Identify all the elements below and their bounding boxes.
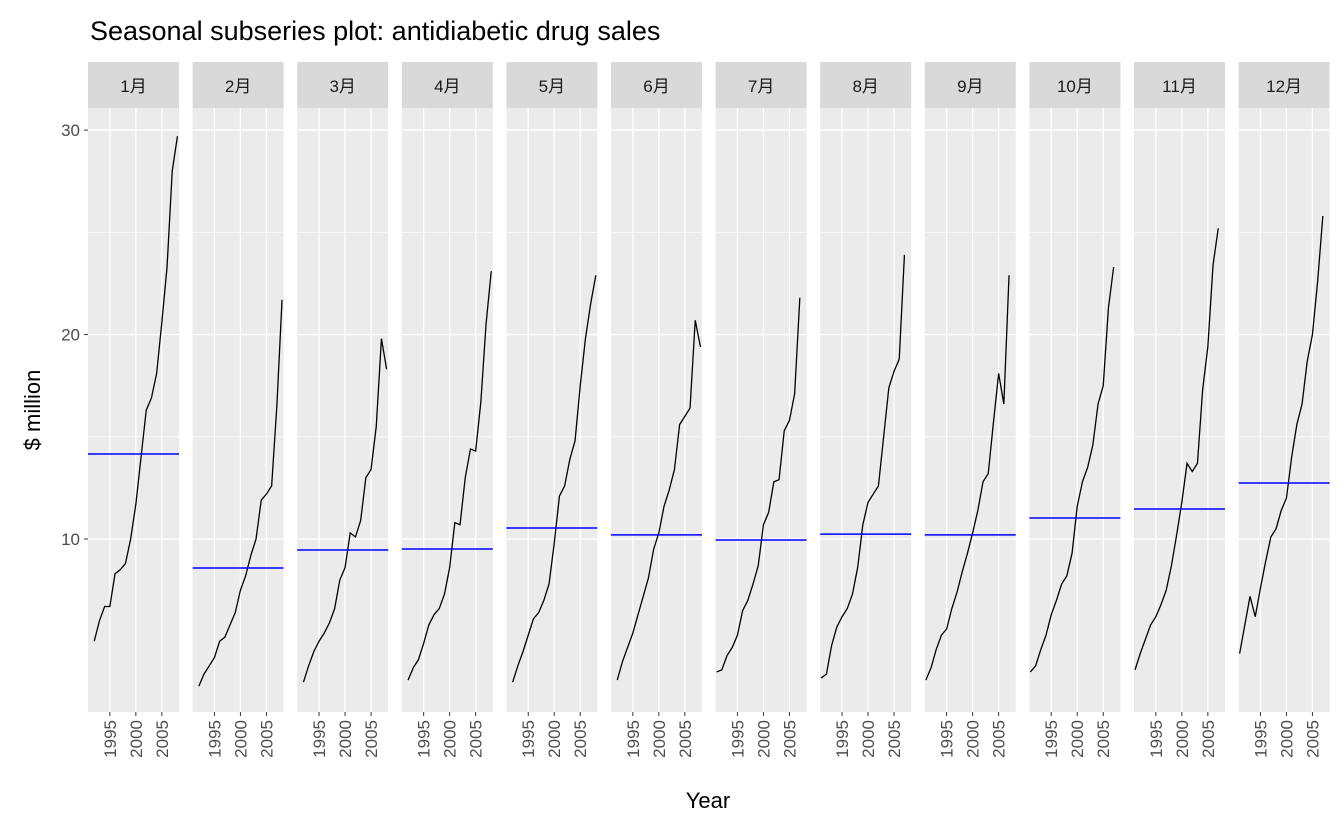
panel-background [1134,108,1225,712]
x-tick-label: 1995 [728,720,747,758]
x-tick-label: 2000 [1173,720,1192,758]
x-tick-label: 2005 [885,720,904,758]
series-line [820,254,906,679]
strip-label: 4月 [434,77,460,96]
panel-background [924,108,1016,712]
x-tick-label: 2005 [676,720,695,758]
x-tick-label: 1995 [415,720,434,758]
strip [506,62,598,108]
strip-label: 12月 [1266,77,1302,96]
x-tick-label: 1995 [624,720,643,758]
strip-label: 10月 [1057,77,1093,96]
panel-background [1238,108,1330,712]
series-line [616,320,702,681]
x-tick-label: 1995 [205,720,224,758]
strip [1029,62,1121,108]
strip-label: 6月 [643,77,669,96]
x-tick-label: 1995 [1042,720,1061,758]
series-line [407,271,492,681]
strip-label: 1月 [120,77,146,96]
x-tick-label: 2005 [1094,720,1113,758]
x-tick-label: 2005 [1303,720,1322,758]
x-tick-label: 1995 [833,720,852,758]
x-tick-label: 1995 [1147,720,1166,758]
x-tick-label: 1995 [101,720,120,758]
x-tick-label: 2005 [362,720,381,758]
series-line [512,275,597,683]
x-tick-label: 2005 [153,720,172,758]
strip [1134,62,1225,108]
x-tick-label: 1995 [519,720,538,758]
x-tick-label: 2005 [780,720,799,758]
strip [611,62,702,108]
x-tick-label: 2000 [231,720,250,758]
panel-background [88,108,179,712]
x-tick-label: 2005 [571,720,590,758]
y-axis-label: $ million [20,370,45,451]
x-tick-label: 2000 [127,720,146,758]
strip-label: 2月 [225,77,251,96]
x-tick-label: 2000 [441,720,460,758]
panel-background [820,108,912,712]
strip [1238,62,1330,108]
series-line [93,136,179,642]
panel-background [1029,108,1121,712]
x-tick-label: 1995 [310,720,329,758]
series-line [716,297,801,673]
x-tick-label: 2005 [990,720,1009,758]
x-tick-label: 2000 [545,720,564,758]
strip [715,62,807,108]
strip [192,62,284,108]
x-axis-label: Year [686,788,730,813]
x-tick-label: 1995 [938,720,957,758]
x-tick-label: 2000 [336,720,355,758]
panel-background [611,108,702,712]
x-tick-label: 2000 [650,720,669,758]
series-line [1134,228,1219,671]
y-tick-label: 20 [61,326,80,345]
x-tick-label: 2000 [754,720,773,758]
panel-background [401,108,493,712]
x-tick-label: 2000 [1277,720,1296,758]
series-line [302,338,388,683]
strip [924,62,1016,108]
panel-background [715,108,807,712]
x-tick-label: 1995 [1251,720,1270,758]
strip-label: 9月 [957,77,983,96]
strip [88,62,179,108]
x-tick-label: 2005 [1199,720,1218,758]
strip [401,62,493,108]
panel-background [297,108,389,712]
chart-title: Seasonal subseries plot: antidiabetic dr… [90,16,660,46]
y-tick-label: 10 [61,530,80,549]
strip-label: 5月 [539,77,565,96]
series-line [925,275,1010,681]
strip-label: 11月 [1162,77,1197,96]
panel-background [506,108,598,712]
x-tick-label: 2000 [1068,720,1087,758]
y-tick-label: 30 [61,121,80,140]
series-line [1239,215,1324,654]
x-tick-label: 2005 [257,720,276,758]
strip [820,62,912,108]
strip-label: 7月 [748,77,774,96]
strip [297,62,389,108]
x-tick-label: 2005 [467,720,486,758]
panel-background [192,108,284,712]
series-line [1029,266,1115,673]
strip-label: 8月 [852,77,878,96]
x-tick-label: 2000 [859,720,878,758]
x-tick-label: 2000 [964,720,983,758]
strip-label: 3月 [329,77,355,96]
series-line [198,299,283,687]
